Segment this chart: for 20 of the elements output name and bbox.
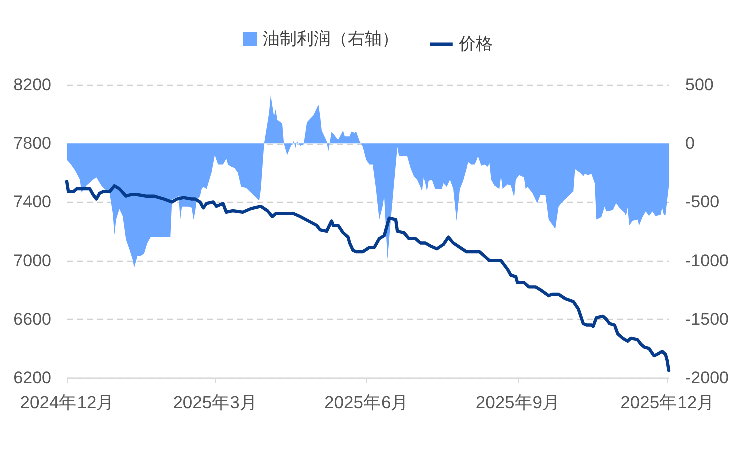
y-tick-label: 6200 — [14, 368, 52, 388]
y2-tick-label: 500 — [686, 76, 714, 94]
y-tick-label: 6600 — [14, 310, 52, 329]
line-series — [65, 180, 671, 372]
legend-label: 价格 — [458, 34, 493, 54]
y2-tick-label: -500 — [686, 192, 720, 212]
y2-tick-label: -2000 — [686, 368, 729, 388]
y-tick-label: 8200 — [14, 76, 52, 94]
x-tick-label: 2024年12月 — [20, 392, 115, 412]
y2-tick-label: 0 — [686, 134, 695, 154]
x-tick-label: 2025年6月 — [324, 392, 410, 412]
y2-tick-label: -1500 — [686, 310, 729, 329]
y-tick-label: 7800 — [14, 134, 52, 154]
x-tick-label: 2025年12月 — [620, 392, 716, 412]
x-tick-label: 2025年3月 — [173, 392, 258, 412]
x-tick-label: 2025年9月 — [476, 392, 561, 412]
y2-tick-label: -1000 — [686, 251, 729, 270]
legend-label: 油制利润（右轴） — [263, 30, 399, 48]
y-tick-label: 7400 — [14, 192, 52, 212]
y-tick-label: 7000 — [14, 251, 52, 270]
